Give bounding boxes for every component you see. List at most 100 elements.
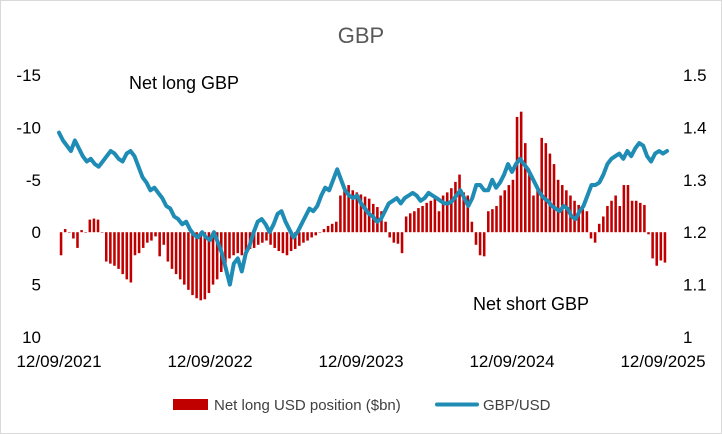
- bar: [524, 143, 527, 233]
- bar: [565, 190, 568, 233]
- bar: [359, 194, 363, 233]
- bar: [515, 116, 519, 233]
- bar: [318, 232, 322, 233]
- bar: [639, 202, 642, 233]
- gbp-usd-line: [57, 130, 669, 287]
- bar: [59, 232, 63, 256]
- bar: [347, 185, 350, 233]
- bar: [581, 209, 585, 233]
- bar: [421, 206, 424, 233]
- bar: [655, 232, 659, 266]
- bar: [630, 200, 634, 233]
- bar: [392, 232, 396, 243]
- bar: [437, 211, 441, 233]
- bar: [450, 188, 453, 233]
- bar: [224, 232, 227, 264]
- bar: [150, 232, 153, 241]
- bar: [199, 232, 203, 301]
- bar: [330, 223, 334, 233]
- bar: [166, 232, 170, 262]
- x-tick-label: 12/09/2022: [167, 352, 252, 371]
- bar: [585, 211, 589, 233]
- bar: [548, 153, 552, 233]
- annotation-net-long: Net long GBP: [129, 73, 239, 93]
- bar: [663, 232, 667, 263]
- bar: [577, 204, 580, 233]
- bar: [462, 192, 465, 233]
- bar: [203, 232, 207, 300]
- bar: [252, 232, 256, 248]
- bar: [478, 232, 482, 256]
- bar: [154, 232, 157, 237]
- bar: [659, 232, 663, 261]
- bar: [215, 232, 219, 280]
- bar: [310, 232, 313, 238]
- bar: [170, 232, 174, 269]
- x-tick-label: 12/09/2024: [469, 352, 554, 371]
- net-long-usd-bars: [59, 111, 667, 301]
- bar: [314, 232, 318, 236]
- bar: [417, 208, 420, 233]
- bar: [643, 204, 646, 233]
- bar: [544, 143, 548, 233]
- bar: [614, 195, 617, 233]
- right-tick-label: 1.3: [683, 171, 707, 190]
- bar: [589, 232, 593, 239]
- bar: [277, 232, 281, 252]
- bar: [343, 188, 346, 233]
- bar: [261, 232, 264, 243]
- x-axis-ticks: 12/09/2021 12/09/2022 12/09/2023 12/09/2024…: [16, 352, 705, 371]
- bar: [232, 232, 235, 256]
- bar: [622, 185, 626, 233]
- right-tick-label: 1.2: [683, 223, 707, 242]
- bar: [445, 192, 449, 233]
- right-tick-label: 1: [683, 328, 692, 347]
- bar: [207, 232, 211, 293]
- bar: [133, 232, 137, 256]
- bar: [322, 229, 326, 233]
- bar: [466, 195, 470, 233]
- bar: [647, 232, 650, 235]
- bar: [388, 232, 391, 238]
- bar: [256, 232, 260, 245]
- bar: [117, 232, 120, 269]
- bar: [593, 232, 597, 243]
- bar: [400, 232, 404, 254]
- left-tick-label: -10: [16, 118, 41, 137]
- chart-title: GBP: [338, 23, 384, 48]
- right-tick-label: 1.1: [683, 276, 707, 295]
- bar: [602, 216, 605, 233]
- bar: [109, 232, 112, 264]
- bar: [195, 232, 198, 299]
- bar: [540, 137, 543, 233]
- bar: [158, 232, 161, 257]
- bar: [610, 200, 613, 233]
- bar: [104, 232, 108, 262]
- bar: [626, 185, 630, 233]
- bar: [634, 200, 638, 233]
- bar: [236, 232, 239, 254]
- bar: [240, 232, 244, 256]
- bar: [519, 111, 523, 233]
- bar: [72, 232, 75, 239]
- bar: [100, 232, 104, 233]
- bar: [187, 232, 190, 290]
- bar: [651, 232, 654, 259]
- bar: [183, 232, 186, 285]
- left-tick-label: 5: [32, 276, 41, 295]
- bar: [495, 206, 498, 233]
- bar: [174, 232, 178, 275]
- bar: [146, 232, 149, 243]
- bar: [425, 202, 428, 233]
- bar: [351, 190, 355, 233]
- bar: [511, 179, 515, 233]
- bar: [228, 232, 231, 259]
- bar: [363, 196, 367, 233]
- bar: [384, 221, 387, 233]
- bar: [121, 232, 124, 275]
- bar: [129, 232, 133, 283]
- left-tick-label: -5: [26, 171, 41, 190]
- bar: [474, 232, 478, 245]
- bar: [470, 221, 474, 233]
